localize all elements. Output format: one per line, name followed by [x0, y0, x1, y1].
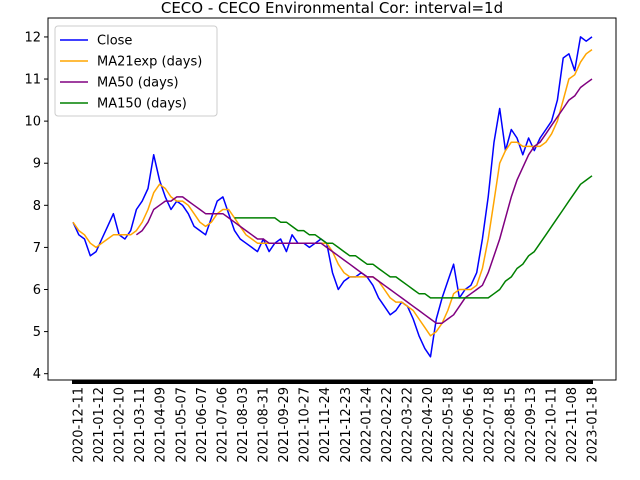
series-line-ma50-days — [135, 78, 593, 324]
x-tick-label: 2021-10-27 — [298, 387, 313, 463]
x-tick-label: 2021-11-24 — [318, 387, 333, 463]
legend-label: Close — [97, 34, 132, 49]
series-line-ma150-days — [234, 175, 593, 299]
series-layer — [72, 36, 593, 358]
y-tick-label: 10 — [24, 115, 41, 130]
y-tick-label: 8 — [33, 199, 41, 214]
legend: Close MA21exp (days) MA50 (days) MA150 (day… — [54, 25, 218, 117]
x-tick-label: 2023-01-18 — [586, 387, 601, 463]
x-tick-label: 2021-08-03 — [236, 387, 251, 463]
y-tick-label: 9 — [33, 157, 41, 172]
x-tick-label: 2020-12-11 — [72, 387, 87, 463]
x-tick-label: 2022-05-18 — [442, 387, 457, 463]
x-tick-label: 2021-03-11 — [133, 387, 148, 463]
y-axis: 4 5 6 7 8 9 10 11 12 — [24, 30, 48, 382]
x-tick-label: 2022-11-08 — [565, 387, 580, 463]
x-tick-label: 2022-04-20 — [421, 387, 436, 463]
x-tick-label: 2021-07-06 — [215, 387, 230, 463]
y-tick-label: 11 — [24, 73, 41, 88]
legend-label: MA21exp (days) — [97, 55, 202, 70]
chart-title: CECO - CECO Environmental Cor: interval=… — [161, 0, 503, 17]
x-tick-label: 2022-10-11 — [544, 387, 559, 463]
plot-frame — [47, 17, 617, 381]
legend-label: MA50 (days) — [97, 76, 179, 91]
x-tick-label: 2021-09-29 — [277, 387, 292, 463]
legend-label: MA150 (days) — [97, 97, 187, 112]
x-tick-label: 2022-02-22 — [380, 387, 395, 463]
x-tick-label: 2021-06-07 — [195, 387, 210, 463]
x-tick-label: 2022-06-16 — [462, 387, 477, 463]
y-tick-label: 7 — [33, 241, 41, 256]
x-tick-label: 2021-02-10 — [113, 387, 128, 463]
x-tick-label: 2021-12-23 — [339, 387, 354, 463]
y-tick-label: 12 — [24, 30, 41, 45]
y-tick-label: 6 — [33, 283, 41, 298]
x-tick-label: 2021-05-07 — [174, 387, 189, 463]
x-tick-label: 2022-09-13 — [524, 387, 539, 463]
x-tick-label: 2022-03-22 — [401, 387, 416, 463]
x-tick-label: 2022-08-15 — [503, 387, 518, 463]
x-tick-marks — [72, 380, 593, 384]
x-tick-label: 2021-01-12 — [92, 387, 107, 463]
x-tick-label: 2021-04-09 — [154, 387, 169, 463]
x-tick-label: 2022-07-18 — [483, 387, 498, 463]
y-tick-label: 4 — [33, 367, 41, 382]
legend-box — [54, 25, 218, 117]
x-tick-label: 2022-01-24 — [359, 387, 374, 463]
y-tick-label: 5 — [33, 325, 41, 340]
x-axis: 2020-12-11 2021-01-12 2021-02-10 2021-03-11… — [72, 380, 601, 463]
x-tick-label: 2021-08-31 — [257, 387, 272, 463]
